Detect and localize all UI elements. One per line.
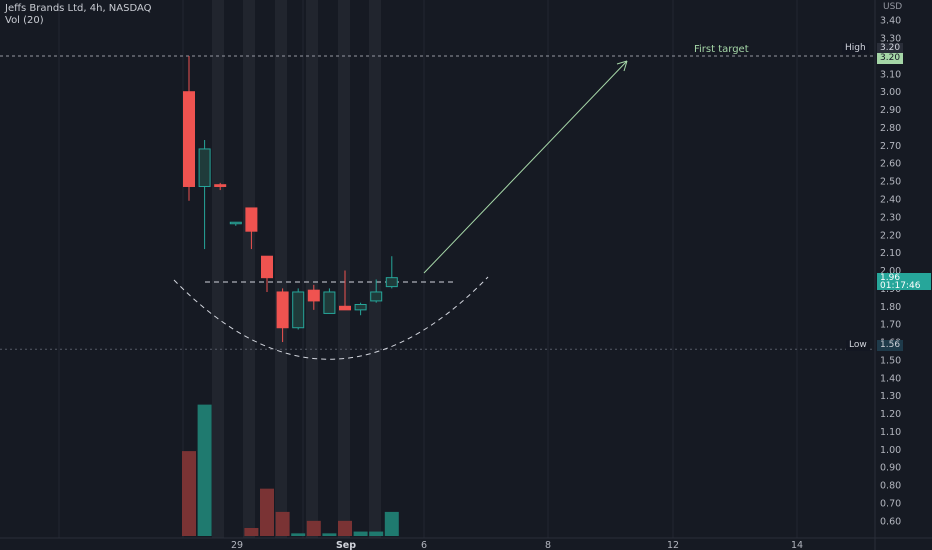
price-tick-label: 1.80 [880, 302, 901, 313]
candle-body [229, 221, 242, 225]
low-label: Low [846, 340, 870, 351]
cup-curve [173, 276, 489, 360]
time-tick-label: 29 [231, 540, 243, 550]
session-band [212, 0, 224, 538]
price-tick-label: 2.70 [880, 141, 901, 152]
price-tick-label: 1.40 [880, 373, 901, 384]
target-arrow [423, 60, 628, 274]
price-tick-label: 2.50 [880, 177, 901, 188]
price-tick-label: 2.20 [880, 230, 901, 241]
target-price-tag: 3.20 [877, 53, 904, 64]
price-tick-label: 0.70 [880, 498, 901, 509]
price-tick-label: 1.20 [880, 409, 901, 420]
target-arrow-head [616, 60, 628, 72]
price-tick-label: 0.60 [880, 516, 901, 527]
price-tick-label: 3.00 [880, 87, 901, 98]
volume-bar [384, 511, 399, 536]
price-tick-label: 2.00 [880, 266, 901, 277]
price-tick-label: 1.50 [880, 355, 901, 366]
price-tick-label: 3.30 [880, 34, 901, 45]
volume-bar [369, 531, 384, 536]
high-value-tag: 3.20 [877, 43, 904, 54]
price-tick-label: 1.30 [880, 391, 901, 402]
bar-countdown: 01:17:46 [880, 281, 921, 291]
volume-indicator-label: Vol (20) [5, 15, 44, 26]
session-band [306, 0, 318, 538]
grid-lines [58, 0, 798, 538]
last-price-value: 1.96 [880, 273, 901, 283]
volume-bar [260, 488, 274, 536]
time-tick-label: 8 [545, 540, 551, 550]
volume-bars [182, 404, 399, 536]
volume-bar [291, 533, 306, 536]
candle-body [245, 207, 258, 232]
volume-bar [275, 511, 290, 536]
candle-body [385, 277, 398, 288]
price-tick-label: 0.80 [880, 481, 901, 492]
time-tick-label: Sep [336, 540, 356, 550]
candle-body [292, 291, 305, 329]
session-bands [212, 0, 381, 538]
price-tick-label: 0.90 [880, 463, 901, 474]
candle-body [198, 148, 211, 187]
price-levels [0, 55, 875, 350]
price-tick-label: 2.40 [880, 195, 901, 206]
price-tick-label: 2.90 [880, 105, 901, 116]
price-tick-label: 3.40 [880, 16, 901, 27]
candle-body [183, 91, 195, 187]
volume-bar [322, 533, 337, 536]
time-tick-label: 6 [421, 540, 427, 550]
price-tick-label: 3.10 [880, 69, 901, 80]
symbol-title: Jeffs Brands Ltd, 4h, NASDAQ [5, 3, 152, 14]
currency-label: USD [883, 2, 903, 12]
session-band [338, 0, 350, 538]
cup-pattern-drawing [173, 60, 628, 360]
candle-body [354, 303, 367, 311]
price-tick-label: 2.60 [880, 159, 901, 170]
session-band [369, 0, 381, 538]
high-label: High [842, 43, 869, 54]
volume-bar [306, 520, 321, 536]
last-price-tag: 1.96 01:17:46 [877, 273, 931, 291]
price-tick-label: 2.80 [880, 123, 901, 134]
volume-bar [197, 404, 212, 536]
price-tick-label: 2.30 [880, 212, 901, 223]
volume-bar [182, 451, 196, 536]
candle-body [323, 291, 336, 314]
session-band [275, 0, 287, 538]
price-tick-label: 1.10 [880, 427, 901, 438]
volume-bar [244, 527, 259, 536]
time-axis: 29 Sep 6 8 12 14 [0, 537, 932, 550]
time-tick-label: 14 [791, 540, 803, 550]
candles [183, 55, 398, 343]
price-tick-label: 2.10 [880, 248, 901, 259]
volume-bar [338, 520, 352, 536]
price-axis: 3.403.303.203.103.002.902.802.702.602.50… [874, 0, 901, 550]
candle-body [214, 184, 227, 187]
session-band [243, 0, 255, 538]
low-value-tag: 1.56 [877, 340, 904, 351]
candle-body [276, 291, 289, 329]
candle-body [307, 289, 320, 302]
candle-body [370, 291, 383, 302]
candle-body [339, 305, 351, 311]
volume-bar [353, 531, 368, 536]
price-tick-label: 1.00 [880, 445, 901, 456]
candle-body [261, 255, 273, 279]
first-target-label: First target [694, 44, 749, 55]
price-tick-label: 1.70 [880, 320, 901, 331]
time-tick-label: 12 [667, 540, 679, 550]
